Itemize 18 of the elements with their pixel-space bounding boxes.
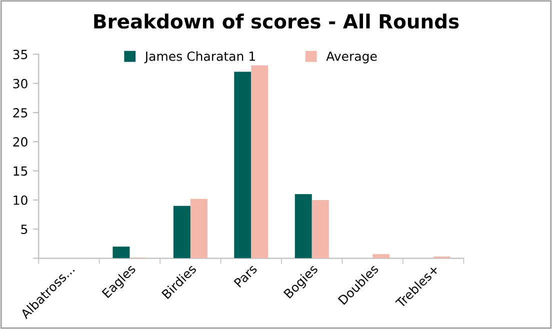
- y-tick-label: 35: [13, 50, 28, 60]
- y-tick-label: 5: [21, 224, 28, 234]
- legend-label: Average: [326, 52, 377, 64]
- legend-label: James Charatan 1: [144, 51, 255, 64]
- bar: [372, 254, 390, 258]
- chart-title: Breakdown of scores - All Rounds: [94, 14, 459, 29]
- bar: [173, 206, 190, 258]
- bar: [112, 246, 130, 258]
- bar: [190, 198, 208, 258]
- bar: [312, 200, 329, 258]
- y-tick-label: 10: [14, 195, 28, 205]
- y-tick-label: 30: [13, 78, 28, 88]
- y-tick-label: 25: [13, 108, 28, 118]
- y-tick-label: 20: [13, 137, 28, 147]
- bar: [294, 194, 312, 258]
- bar: [251, 65, 268, 258]
- y-tick-label: 15: [14, 166, 28, 176]
- bar: [234, 72, 252, 258]
